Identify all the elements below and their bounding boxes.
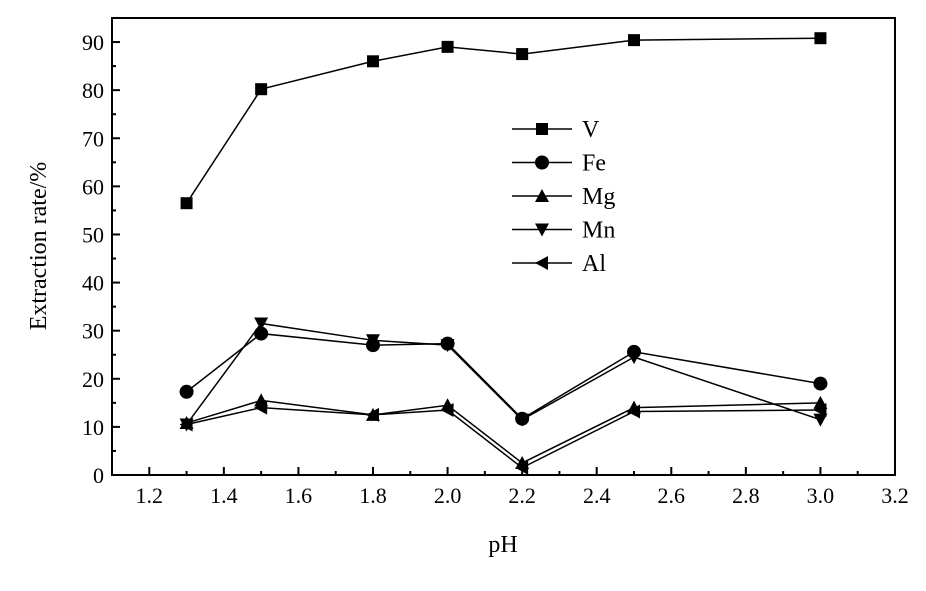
- series-line: [185, 37, 821, 204]
- x-axis-label: pH: [488, 532, 517, 558]
- y-tick-label: 30: [82, 319, 104, 344]
- legend-item-fe: Fe: [512, 151, 606, 177]
- legend-item-mg: Mg: [512, 184, 615, 210]
- plot-frame: [111, 17, 896, 476]
- x-tick-label: 3.0: [807, 483, 835, 508]
- series-v: [180, 32, 827, 210]
- legend-label: Mn: [582, 218, 615, 244]
- data-point: [628, 34, 640, 47]
- data-point: [440, 339, 455, 353]
- series-al: [179, 400, 827, 475]
- legend-label: V: [582, 117, 600, 143]
- x-tick-label: 3.2: [881, 483, 909, 508]
- y-tick-label: 10: [82, 415, 104, 440]
- y-tick-label: 90: [82, 30, 104, 55]
- x-tick-label: 2.8: [732, 483, 760, 508]
- data-point: [254, 317, 269, 331]
- y-tick-label: 0: [93, 463, 104, 488]
- x-tick-label: 1.2: [136, 483, 164, 508]
- data-point: [254, 326, 269, 341]
- data-point: [179, 417, 193, 432]
- legend-item-mn: Mn: [512, 218, 615, 244]
- legend-marker: [535, 256, 548, 270]
- data-point: [515, 413, 530, 427]
- data-point: [813, 376, 828, 391]
- legend-marker: [535, 155, 549, 170]
- legend-marker: [535, 189, 549, 202]
- y-tick-label: 40: [82, 271, 104, 296]
- data-point: [627, 351, 641, 365]
- y-axis-label: Extraction rate/%: [26, 162, 52, 331]
- y-tick-label: 50: [82, 222, 104, 247]
- data-point: [367, 55, 379, 68]
- x-tick-label: 1.4: [210, 483, 238, 508]
- x-tick-label: 2.4: [583, 483, 611, 508]
- data-point: [180, 197, 193, 210]
- data-point: [366, 334, 380, 348]
- data-point: [441, 40, 454, 53]
- data-point: [813, 413, 828, 427]
- y-tick-label: 20: [82, 367, 104, 392]
- x-tick-label: 1.6: [285, 483, 313, 508]
- x-tick-label: 2.6: [658, 483, 686, 508]
- data-point: [627, 404, 640, 419]
- data-point: [179, 384, 194, 399]
- legend-label: Al: [582, 251, 606, 277]
- x-tick-label: 2.2: [508, 483, 536, 508]
- legend-marker: [535, 223, 549, 237]
- data-point: [814, 32, 827, 45]
- data-point: [254, 400, 268, 415]
- legend-label: Mg: [582, 184, 615, 210]
- legend-label: Fe: [582, 151, 606, 177]
- legend-marker: [536, 123, 548, 135]
- data-point: [516, 48, 529, 61]
- legend-item-al: Al: [512, 251, 606, 277]
- y-tick-label: 80: [82, 78, 104, 103]
- legend-item-v: V: [512, 117, 600, 143]
- y-tick-label: 60: [82, 174, 104, 199]
- y-tick-label: 70: [82, 126, 104, 151]
- x-tick-label: 2.0: [434, 483, 462, 508]
- data-point: [440, 403, 454, 418]
- x-tick-label: 1.8: [359, 483, 387, 508]
- data-point: [515, 460, 529, 475]
- series-mg: [179, 393, 828, 469]
- data-point: [813, 403, 827, 418]
- series-line: [186, 406, 821, 469]
- data-point: [255, 83, 268, 96]
- data-point: [366, 407, 379, 422]
